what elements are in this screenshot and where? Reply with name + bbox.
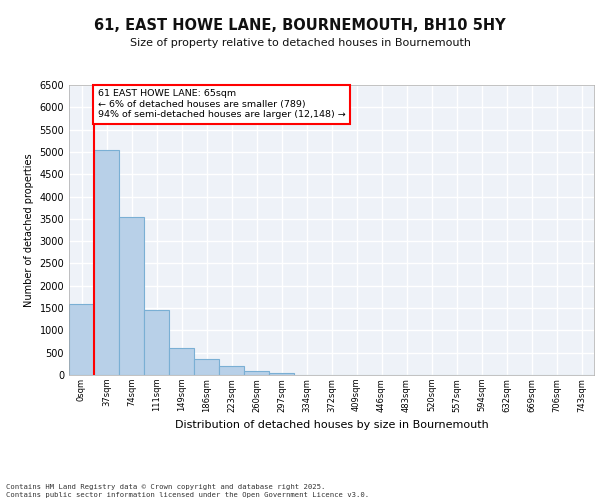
Text: Size of property relative to detached houses in Bournemouth: Size of property relative to detached ho… <box>130 38 470 48</box>
Text: 61, EAST HOWE LANE, BOURNEMOUTH, BH10 5HY: 61, EAST HOWE LANE, BOURNEMOUTH, BH10 5H… <box>94 18 506 32</box>
Bar <box>94 150 119 375</box>
Bar <box>269 373 294 375</box>
Text: Contains HM Land Registry data © Crown copyright and database right 2025.
Contai: Contains HM Land Registry data © Crown c… <box>6 484 369 498</box>
X-axis label: Distribution of detached houses by size in Bournemouth: Distribution of detached houses by size … <box>175 420 488 430</box>
Bar <box>144 310 169 375</box>
Text: 61 EAST HOWE LANE: 65sqm
← 6% of detached houses are smaller (789)
94% of semi-d: 61 EAST HOWE LANE: 65sqm ← 6% of detache… <box>98 90 346 120</box>
Bar <box>119 216 144 375</box>
Bar <box>169 348 194 375</box>
Bar <box>69 304 94 375</box>
Y-axis label: Number of detached properties: Number of detached properties <box>24 153 34 307</box>
Bar <box>244 370 269 375</box>
Bar <box>194 360 219 375</box>
Bar <box>219 366 244 375</box>
